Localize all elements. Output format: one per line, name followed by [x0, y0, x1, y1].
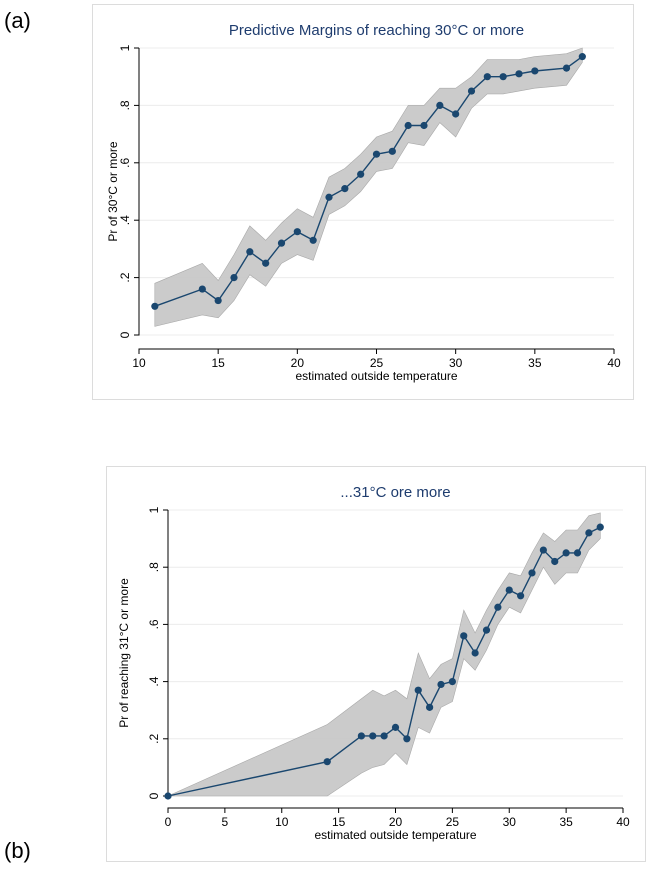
data-point	[230, 274, 238, 282]
data-point	[585, 529, 593, 537]
data-point	[460, 632, 468, 640]
x-tick-label: 0	[165, 815, 172, 829]
data-point	[214, 296, 222, 305]
data-point	[198, 285, 206, 293]
data-point	[436, 101, 444, 109]
y-tick-label: .4	[118, 215, 132, 225]
data-point	[573, 549, 582, 557]
y-tick-label: .2	[147, 733, 161, 743]
x-tick-label: 10	[132, 356, 146, 370]
data-point	[293, 228, 301, 236]
y-tick-label: .8	[118, 100, 132, 110]
data-point	[562, 64, 571, 72]
x-tick-label: 15	[211, 356, 225, 370]
y-tick-label: 1	[147, 506, 161, 513]
data-point	[528, 569, 536, 577]
data-point	[357, 170, 365, 178]
y-tick-label: .2	[118, 272, 132, 282]
y-tick-label: 0	[118, 331, 132, 338]
chart-a: 0 .2 .4 .6 .8 1 10 15 20 25 30 35 40 Predictive Margi…	[92, 4, 634, 400]
data-point	[578, 53, 586, 61]
data-point	[391, 723, 400, 731]
data-point	[403, 735, 411, 743]
x-tick-label: 30	[449, 356, 463, 370]
confidence-band	[154, 47, 583, 327]
data-point	[426, 703, 434, 711]
data-point	[404, 121, 412, 130]
data-point	[515, 70, 523, 78]
data-point	[323, 758, 331, 766]
x-tick-label: 10	[275, 815, 289, 829]
data-point	[309, 236, 317, 244]
x-tick-label: 35	[528, 356, 542, 370]
y-axis-label: Pr of reaching 31°C or more	[117, 578, 131, 728]
x-tick-label: 25	[370, 356, 384, 370]
data-point	[277, 239, 286, 247]
data-point	[414, 686, 422, 694]
data-point	[494, 603, 502, 611]
y-tick-label: .4	[147, 676, 161, 686]
data-point	[467, 87, 476, 95]
x-tick-label: 25	[446, 815, 460, 829]
data-point	[596, 523, 604, 531]
y-tick-label: 0	[147, 792, 161, 799]
chart-frame	[106, 466, 646, 862]
data-point	[369, 732, 377, 740]
data-point	[325, 193, 333, 201]
y-axis-label: Pr of 30°C or more	[106, 141, 120, 241]
chart-b: 0.2.4.6.810 5 10 15 20 25 30 35 40...31°C ore mo…	[106, 466, 646, 862]
x-axis-label: estimated outside temperature	[314, 828, 476, 842]
data-point	[151, 302, 159, 310]
data-point	[388, 147, 396, 155]
data-point	[452, 110, 460, 118]
data-point	[551, 557, 559, 566]
y-tick-label: 1	[118, 44, 132, 51]
data-point	[483, 73, 491, 81]
x-tick-label: 40	[616, 815, 630, 829]
data-point	[517, 592, 525, 600]
chart-title: ...31°C ore more	[340, 484, 450, 501]
x-tick-label: 5	[222, 815, 229, 829]
data-point	[420, 121, 428, 130]
data-point	[539, 546, 547, 554]
x-axis-label: estimated outside temperature	[295, 369, 457, 383]
y-tick-label: .6	[118, 157, 132, 167]
data-point	[357, 732, 365, 740]
data-point	[380, 732, 388, 740]
data-point	[164, 792, 172, 800]
x-tick-label: 20	[291, 356, 305, 370]
y-tick-label: .6	[147, 619, 161, 629]
data-point	[448, 678, 456, 686]
data-point	[531, 67, 539, 75]
x-tick-label: 30	[503, 815, 517, 829]
x-tick-label: 20	[389, 815, 403, 829]
data-point	[482, 626, 491, 634]
panel-label-b: (b)	[4, 838, 31, 863]
data-point	[246, 248, 254, 256]
data-point	[341, 185, 349, 193]
data-point	[499, 73, 507, 81]
x-tick-label: 35	[559, 815, 573, 829]
data-point	[562, 549, 570, 557]
chart-title: Predictive Margins of reaching 30°C or m…	[229, 22, 524, 39]
data-point	[262, 259, 270, 267]
panel-label-a: (a)	[4, 8, 31, 33]
x-tick-label: 40	[607, 356, 621, 370]
x-tick-label: 15	[332, 815, 346, 829]
y-tick-label: .8	[147, 562, 161, 572]
data-point	[372, 150, 381, 158]
data-point	[437, 680, 445, 689]
data-point	[471, 649, 479, 657]
data-point	[505, 586, 513, 594]
